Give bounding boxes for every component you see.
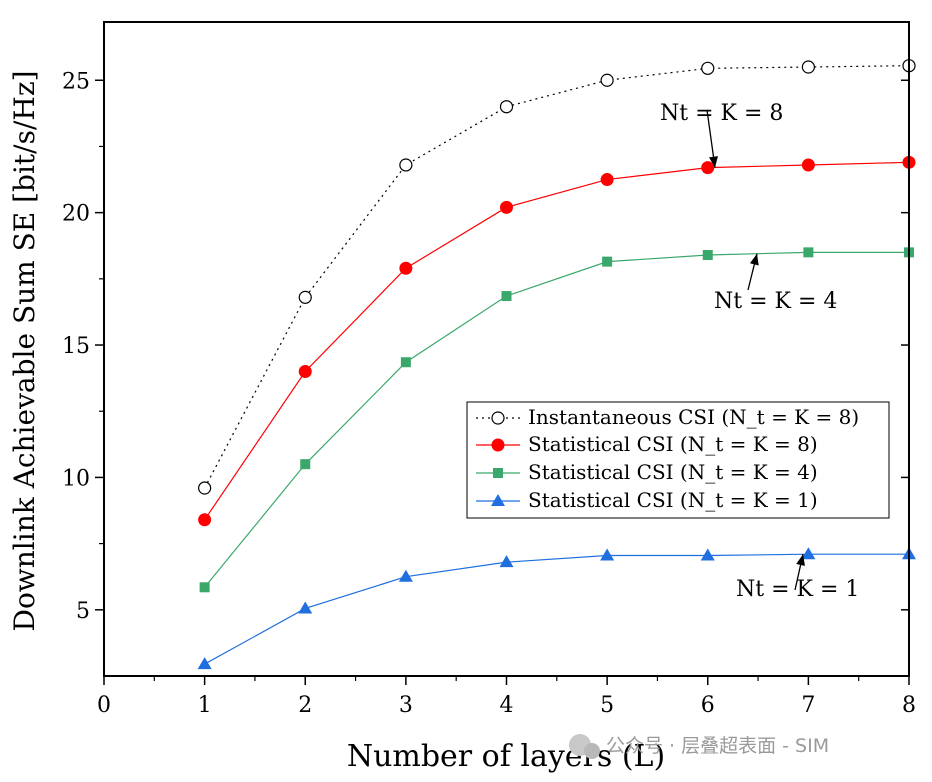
x-tick-label: 6 — [701, 693, 715, 718]
data-point — [199, 582, 210, 593]
x-tick-label: 1 — [198, 693, 212, 718]
annotation-layer: Nt = K = 8 Nt = K = 4 Nt = K = 1 — [660, 101, 859, 602]
x-tick-label: 4 — [500, 693, 514, 718]
wechat-icon-bubble — [584, 743, 600, 759]
data-point — [500, 200, 513, 214]
legend-swatches — [476, 411, 520, 506]
data-point — [298, 290, 312, 304]
annotation-arrowhead — [709, 156, 718, 168]
annotation-arrow-layer — [706, 109, 805, 591]
legend: Instantaneous CSI (N_t = K = 8) Statisti… — [466, 401, 890, 519]
y-tick-label: 5 — [76, 599, 90, 624]
x-tick-label: 8 — [902, 693, 916, 718]
x-tick-label: 3 — [399, 693, 413, 718]
data-point — [801, 60, 815, 74]
annotation-label-nt1: Nt = K = 1 — [736, 577, 859, 602]
series-line — [204, 65, 910, 489]
data-point — [801, 547, 816, 560]
y-axis-label: Downlink Achievable Sum SE [bit/s/Hz] — [8, 70, 41, 631]
annotation-arrowhead — [749, 253, 759, 266]
legend-swatch-marker — [493, 468, 503, 478]
x-tick-label: 7 — [801, 693, 815, 718]
annotation-arrowhead — [796, 554, 805, 566]
data-point — [398, 569, 413, 582]
series-0 — [198, 59, 916, 495]
data-point — [197, 657, 212, 670]
legend-label-statistical-nt1: Statistical CSI (N_t = K = 1) — [528, 488, 818, 512]
series-line — [204, 553, 909, 665]
y-tick-label: 15 — [62, 334, 90, 359]
data-point — [600, 173, 614, 187]
data-point — [501, 291, 512, 302]
data-point — [198, 513, 212, 527]
data-point — [399, 261, 413, 275]
data-point — [803, 247, 814, 258]
data-point — [602, 256, 613, 267]
x-tick-label: 5 — [600, 693, 614, 718]
data-point — [298, 365, 312, 379]
legend-swatch-marker — [491, 438, 505, 452]
data-point — [499, 555, 514, 568]
watermark: 公众号 · 层叠超表面 - SIM — [569, 734, 829, 759]
watermark-text: 公众号 · 层叠超表面 - SIM — [606, 735, 829, 757]
data-point — [701, 161, 715, 175]
annotation-label-nt8: Nt = K = 8 — [660, 101, 783, 126]
data-point — [400, 357, 411, 368]
series-line — [204, 161, 910, 521]
data-point — [399, 158, 413, 172]
series-2 — [199, 247, 914, 593]
y-tick-label: 20 — [62, 202, 90, 227]
legend-label-instantaneous-nt8: Instantaneous CSI (N_t = K = 8) — [528, 405, 859, 429]
data-point — [701, 61, 715, 75]
y-tick-label: 25 — [62, 69, 90, 94]
x-tick-label: 2 — [298, 693, 312, 718]
data-point — [300, 459, 311, 470]
data-point — [702, 250, 713, 261]
data-point — [801, 158, 815, 172]
data-point — [700, 548, 715, 561]
series-1 — [198, 155, 916, 527]
data-point — [600, 548, 615, 561]
y-tick-label: 10 — [62, 466, 90, 491]
legend-swatch-marker — [491, 494, 505, 506]
data-point — [499, 100, 514, 114]
series-layer — [197, 59, 916, 670]
x-tick-label: 0 — [97, 693, 111, 718]
tick-layer: 0 1 2 3 4 5 6 7 8 5 10 15 20 25 — [62, 69, 916, 718]
data-point — [600, 73, 614, 87]
data-point — [298, 601, 313, 614]
series-line — [204, 251, 909, 588]
data-point — [198, 481, 212, 495]
x-axis-label: Number of layers (L) — [347, 739, 665, 774]
legend-label-statistical-nt4: Statistical CSI (N_t = K = 4) — [528, 460, 818, 484]
legend-swatch-marker — [491, 411, 505, 425]
legend-box — [466, 401, 890, 519]
annotation-label-nt4: Nt = K = 4 — [714, 289, 837, 314]
legend-label-statistical-nt8: Statistical CSI (N_t = K = 8) — [528, 432, 818, 456]
